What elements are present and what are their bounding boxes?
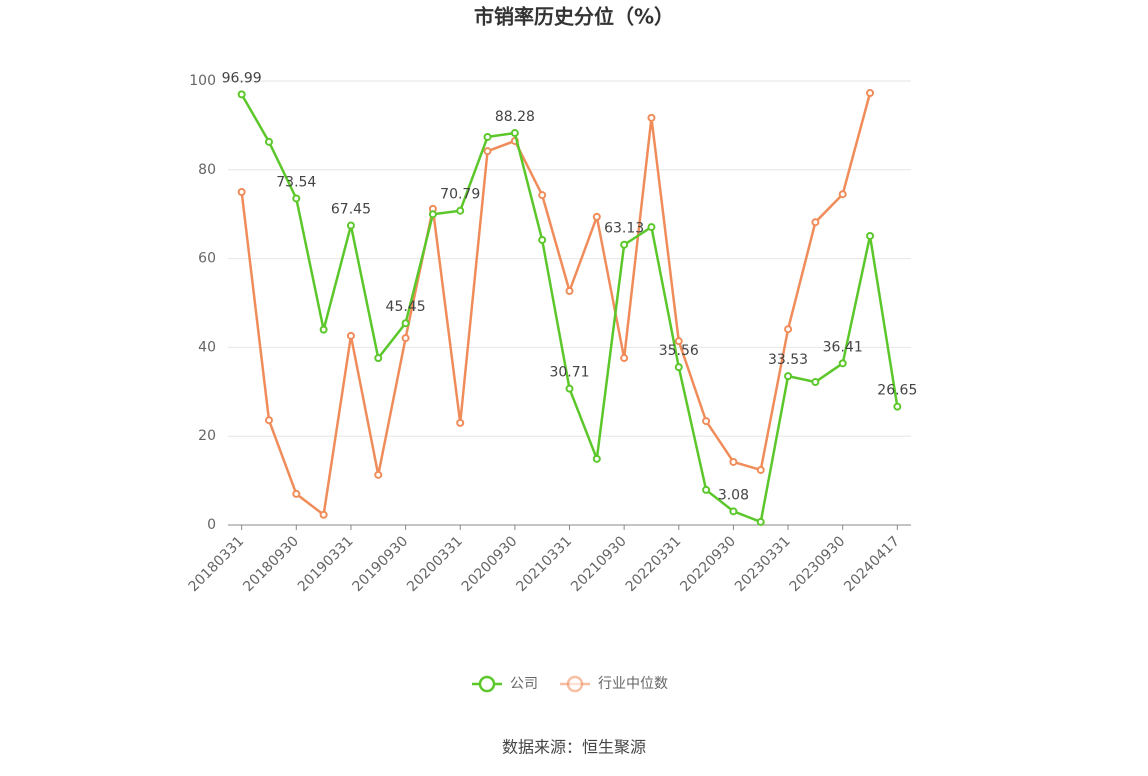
x-tick-label: 20200930 (459, 533, 521, 595)
data-label: 88.28 (495, 109, 535, 125)
data-point (428, 210, 437, 219)
data-label: 73.54 (276, 174, 316, 190)
data-point (756, 465, 765, 474)
data-label: 33.53 (768, 352, 808, 368)
series-line (240, 93, 899, 524)
data-point (811, 218, 820, 227)
data-point (292, 194, 301, 203)
data-point (319, 510, 328, 519)
x-tick-label: 20190331 (295, 533, 357, 595)
data-point (620, 240, 629, 249)
data-point (620, 354, 629, 363)
data-point (483, 132, 492, 141)
data-label: 70.79 (440, 187, 480, 203)
data-point (866, 88, 875, 97)
x-tick-label: 20220930 (677, 533, 739, 595)
data-point (647, 223, 656, 232)
data-label: 35.56 (659, 343, 699, 359)
data-point (702, 417, 711, 426)
legend-swatch (478, 675, 496, 693)
data-point (784, 372, 793, 381)
data-point (264, 416, 273, 425)
chart-title: 市销率历史分位（%） (474, 5, 674, 29)
data-point (592, 454, 601, 463)
data-point (565, 384, 574, 393)
data-point (510, 129, 519, 138)
y-tick-label: 0 (207, 517, 216, 533)
data-point (592, 212, 601, 221)
x-tick-label: 20210331 (513, 533, 575, 595)
data-point (237, 188, 246, 196)
data-point (346, 221, 355, 230)
x-tick-label: 20190930 (350, 533, 412, 595)
data-point (702, 485, 711, 494)
data-point (784, 325, 793, 334)
data-point (647, 113, 656, 122)
data-point (674, 337, 683, 346)
data-point (729, 457, 738, 466)
y-tick-label: 60 (198, 251, 216, 267)
data-label: 96.99 (222, 70, 262, 86)
y-tick-label: 20 (198, 428, 216, 444)
y-tick-label: 100 (189, 73, 216, 89)
data-point (538, 191, 547, 200)
data-point (456, 418, 465, 427)
data-label: 26.65 (877, 383, 917, 399)
data-label: 45.45 (386, 299, 426, 315)
data-label: 30.71 (549, 365, 589, 381)
legend-label: 行业中位数 (598, 676, 668, 692)
y-tick-label: 40 (198, 339, 216, 355)
legend-swatch (566, 675, 584, 693)
data-point (756, 517, 765, 526)
x-tick-label: 20180331 (186, 533, 248, 595)
data-point (456, 206, 465, 215)
source: 数据来源：恒生聚源 (502, 738, 646, 757)
data-point (319, 325, 328, 334)
data-point (729, 507, 738, 516)
data-point (401, 334, 410, 343)
data-label: 63.13 (604, 221, 644, 237)
x-tick-label: 20230331 (732, 533, 794, 595)
legend-label: 公司 (510, 676, 538, 692)
data-point (346, 331, 355, 340)
data-point (264, 137, 273, 146)
x-tick-label: 20230930 (787, 533, 849, 595)
data-label: 67.45 (331, 202, 371, 218)
data-point (838, 190, 847, 199)
data-point (893, 402, 902, 411)
x-tick-label: 20220331 (623, 533, 685, 595)
data-point (483, 147, 492, 156)
data-point (565, 287, 574, 296)
data-point (538, 235, 547, 244)
data-point (237, 90, 246, 99)
series-line (240, 92, 872, 518)
data-point (401, 319, 410, 328)
x-tick-label: 20240417 (841, 533, 903, 595)
data-label: 3.08 (718, 487, 749, 503)
x-tick-label: 20210930 (568, 533, 630, 595)
data-point (811, 378, 820, 387)
data-point (292, 489, 301, 498)
data-label: 36.41 (823, 339, 863, 355)
data-point (374, 354, 383, 363)
data-point (374, 470, 383, 479)
data-point (866, 231, 875, 240)
data-point (674, 363, 683, 372)
y-tick-label: 80 (198, 162, 216, 178)
data-point (838, 359, 847, 368)
x-tick-label: 20200331 (404, 533, 466, 595)
x-tick-label: 20180930 (240, 533, 302, 595)
